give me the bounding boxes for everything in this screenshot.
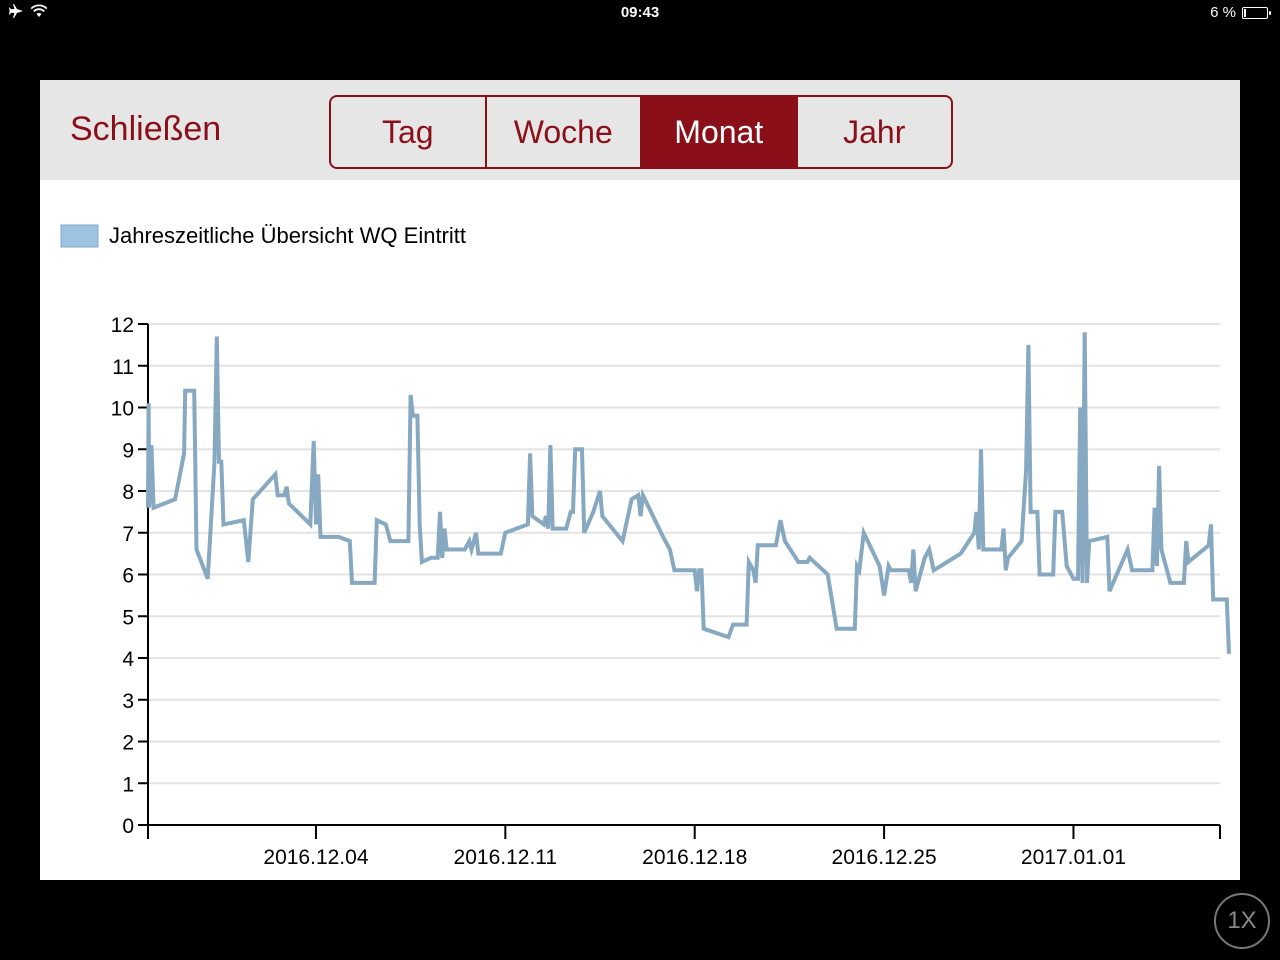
x-tick-label-3: 2016.12.25 <box>832 846 937 869</box>
x-tick-label-2: 2016.12.18 <box>642 846 747 869</box>
tab-woche[interactable]: Woche <box>484 97 641 167</box>
y-tick-label-12: 12 <box>111 314 134 337</box>
toolbar: Schließen Tag Woche Monat Jahr <box>40 80 1240 180</box>
status-left <box>8 3 48 19</box>
chart-panel: Schließen Tag Woche Monat Jahr Jahreszei… <box>40 80 1240 880</box>
legend-swatch <box>60 224 99 248</box>
line-chart: Jahreszeitliche Übersicht WQ Eintritt012… <box>60 223 1231 869</box>
x-tick-label-1: 2016.12.11 <box>454 846 558 869</box>
x-tick-label-0: 2016.12.04 <box>263 846 368 869</box>
y-tick-label-9: 9 <box>122 439 134 462</box>
y-tick-label-6: 6 <box>122 565 134 588</box>
chart-area: Jahreszeitliche Übersicht WQ Eintritt 0 1 2… <box>40 180 1240 880</box>
tab-jahr[interactable]: Jahr <box>795 97 952 167</box>
y-tick-label-2: 2 <box>122 732 134 755</box>
y-tick-label-1: 1 <box>122 773 134 796</box>
airplane-icon <box>9 4 23 18</box>
status-bar: 09:43 6 % <box>0 0 1280 26</box>
y-tick-label-4: 4 <box>122 648 134 671</box>
legend-label: Jahreszeitliche Übersicht WQ Eintritt <box>109 223 466 248</box>
y-tick-label-0: 0 <box>122 815 134 838</box>
battery-percent: 6 % <box>1210 4 1236 21</box>
zoom-1x-button[interactable]: 1X <box>1214 893 1270 949</box>
close-button[interactable]: Schließen <box>70 110 222 148</box>
period-segmented-control: Tag Woche Monat Jahr <box>329 95 953 169</box>
wifi-icon <box>30 4 48 17</box>
status-time: 09:43 <box>620 4 660 21</box>
y-tick-label-3: 3 <box>122 690 134 713</box>
y-tick-label-8: 8 <box>122 481 134 504</box>
y-tick-label-7: 7 <box>122 523 134 546</box>
tab-tag[interactable]: Tag <box>381 113 434 150</box>
status-right: 6 % <box>1210 4 1271 21</box>
battery-icon <box>1242 6 1271 19</box>
y-tick-label-5: 5 <box>122 606 134 629</box>
series-line-0 <box>146 332 1231 654</box>
y-tick-label-11: 11 <box>112 356 134 379</box>
y-tick-label-10: 10 <box>111 398 134 421</box>
tab-monat[interactable]: Monat <box>640 97 796 167</box>
x-tick-label-4: 2017.01.01 <box>1021 846 1126 869</box>
